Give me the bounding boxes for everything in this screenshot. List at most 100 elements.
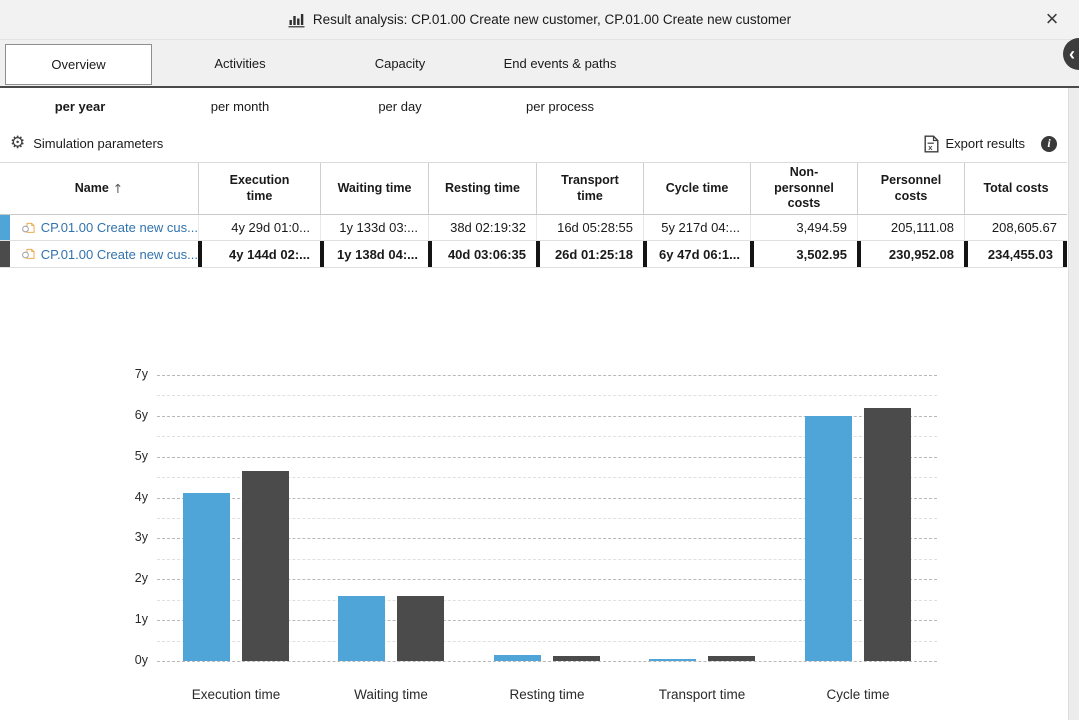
major-gridline <box>157 661 937 662</box>
export-results-button[interactable]: x Export results <box>924 135 1025 153</box>
series-color-chip <box>0 241 10 267</box>
bar-execution-time-series2 <box>242 471 289 661</box>
column-header-transport-time[interactable]: Transport time <box>536 163 643 214</box>
row-name-cell: CP.01.00 Create new cus... <box>10 241 198 267</box>
y-tick-label: 3y <box>134 530 148 545</box>
dialog-titlebar: Result analysis: CP.01.00 Create new cus… <box>0 0 1079 40</box>
result-bar-chart: 0y 1y 2y 3y 4y 5y 6y 7y Execution time Waiting t… <box>0 363 1067 720</box>
bar-chart-icon <box>288 13 305 27</box>
value-cell: 4y 29d 01:0... <box>198 215 320 240</box>
major-gridline <box>157 375 937 376</box>
x-category-label: Execution time <box>191 687 281 702</box>
major-gridline <box>157 456 937 458</box>
column-header-execution-time[interactable]: Execution time <box>198 163 320 214</box>
dialog-title: Result analysis: CP.01.00 Create new cus… <box>312 12 792 27</box>
value-cell: 234,455.03 <box>964 241 1067 267</box>
value-cell: 230,952.08 <box>857 241 964 267</box>
value-cell: 38d 02:19:32 <box>428 215 536 240</box>
column-header-personnel-costs[interactable]: Personnel costs <box>857 163 964 214</box>
value-cell: 1y 138d 04:... <box>320 241 428 267</box>
value-cell: 26d 01:25:18 <box>536 241 643 267</box>
value-cell: 1y 133d 03:... <box>320 215 428 240</box>
tab-overview[interactable]: Overview <box>5 44 152 85</box>
bar-waiting-time-series2 <box>397 595 444 661</box>
bar-resting-time-series1 <box>494 654 541 661</box>
table-row[interactable]: CP.01.00 Create new cus... 4y 144d 02:...… <box>0 241 1067 268</box>
bar-execution-time-series1 <box>183 492 230 661</box>
major-gridline <box>157 415 937 417</box>
column-header-cycle-time[interactable]: Cycle time <box>643 163 750 214</box>
x-category-label: Resting time <box>509 687 585 702</box>
info-icon[interactable]: i <box>1041 135 1057 152</box>
y-tick-label: 5y <box>134 448 148 463</box>
minor-gridline <box>157 477 937 479</box>
right-panel-strip[interactable] <box>1068 88 1079 720</box>
gear-icon: ⚙ <box>10 133 26 153</box>
simulation-parameters-label: Simulation parameters <box>33 136 164 151</box>
y-tick-label: 4y <box>134 489 148 504</box>
export-excel-icon: x <box>924 135 939 152</box>
tab-end-events-paths[interactable]: End events & paths <box>503 55 617 71</box>
major-gridline <box>157 538 937 540</box>
bar-transport-time-series2 <box>708 655 755 661</box>
table-row[interactable]: CP.01.00 Create new cus... 4y 29d 01:0...… <box>0 215 1067 241</box>
value-cell: 3,494.59 <box>750 215 857 240</box>
y-tick-label: 7y <box>134 367 148 381</box>
x-category-label: Transport time <box>658 687 746 702</box>
minor-gridline <box>157 436 937 438</box>
major-gridline <box>157 620 937 622</box>
subtab-per-year[interactable]: per year <box>54 99 106 114</box>
x-category-label: Waiting time <box>354 687 428 702</box>
simulation-parameters-button[interactable]: ⚙ Simulation parameters <box>10 125 163 162</box>
tab-strip: Overview Activities Capacity End events … <box>0 40 1079 88</box>
process-name-link[interactable]: CP.01.00 Create new cus... <box>40 246 198 262</box>
y-tick-label: 0y <box>134 653 148 667</box>
sub-tab-strip: per year per month per day per process <box>0 88 1079 125</box>
value-cell: 4y 144d 02:... <box>198 241 320 267</box>
column-header-waiting-time[interactable]: Waiting time <box>320 163 428 214</box>
column-header-non-personnel-costs[interactable]: Non- personnel costs <box>750 163 857 214</box>
table-header-row: Name ↑ Execution time Waiting time Resti… <box>0 163 1067 215</box>
minor-gridline <box>157 640 937 642</box>
column-header-total-costs[interactable]: Total costs <box>964 163 1067 214</box>
value-cell: 5y 217d 04:... <box>643 215 750 240</box>
chevron-left-icon: ‹ <box>1069 43 1075 64</box>
collapse-panel-button[interactable]: ‹ <box>1063 38 1079 70</box>
minor-gridline <box>157 558 937 560</box>
y-tick-label: 1y <box>134 612 148 627</box>
process-name-link[interactable]: CP.01.00 Create new cus... <box>40 220 198 235</box>
value-cell: 16d 05:28:55 <box>536 215 643 240</box>
value-cell: 6y 47d 06:1... <box>643 241 750 267</box>
value-cell: 3,502.95 <box>750 241 857 267</box>
minor-gridline <box>157 599 937 601</box>
sort-ascending-icon: ↑ <box>112 180 124 196</box>
close-icon[interactable]: × <box>1045 6 1059 31</box>
bar-resting-time-series2 <box>553 655 600 661</box>
column-header-name-label: Name <box>74 180 109 195</box>
value-cell: 40d 03:06:35 <box>428 241 536 267</box>
major-gridline <box>157 497 937 499</box>
y-tick-label: 2y <box>134 571 148 586</box>
subtab-per-process[interactable]: per process <box>526 99 594 114</box>
major-gridline <box>157 579 937 581</box>
export-results-label: Export results <box>945 136 1025 151</box>
value-cell: 205,111.08 <box>857 215 964 240</box>
bar-cycle-time-series2 <box>864 407 911 661</box>
bar-transport-time-series1 <box>649 658 696 661</box>
subtab-per-day[interactable]: per day <box>378 99 422 114</box>
x-category-label: Cycle time <box>826 687 890 702</box>
minor-gridline <box>157 518 937 519</box>
value-cell: 208,605.67 <box>964 215 1067 240</box>
results-table: Name ↑ Execution time Waiting time Resti… <box>0 162 1067 268</box>
y-tick-label: 6y <box>134 407 148 422</box>
subtab-per-month[interactable]: per month <box>210 99 270 114</box>
tab-capacity[interactable]: Capacity <box>374 55 426 71</box>
tab-activities[interactable]: Activities <box>214 55 266 71</box>
column-header-resting-time[interactable]: Resting time <box>428 163 536 214</box>
column-header-name[interactable]: Name ↑ <box>0 163 198 214</box>
toolbar-right: x Export results i <box>924 125 1057 162</box>
toolbar: ⚙ Simulation parameters x Export results… <box>0 125 1079 162</box>
chart-plot-area <box>157 375 937 662</box>
svg-text:x: x <box>928 143 933 152</box>
